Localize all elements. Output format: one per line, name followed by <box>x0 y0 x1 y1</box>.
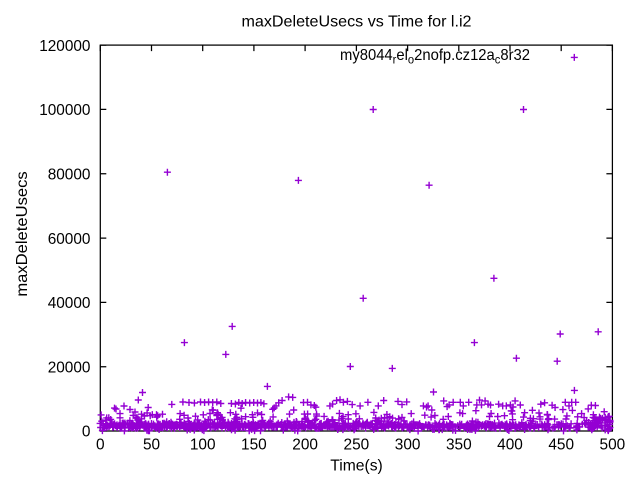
svg-text:100: 100 <box>190 437 216 454</box>
svg-text:400: 400 <box>497 437 523 454</box>
svg-text:maxDeleteUsecs vs Time for l.i: maxDeleteUsecs vs Time for l.i2 <box>242 13 472 30</box>
svg-text:500: 500 <box>600 437 626 454</box>
svg-text:40000: 40000 <box>48 295 91 312</box>
svg-text:300: 300 <box>395 437 421 454</box>
svg-text:Time(s): Time(s) <box>330 457 383 474</box>
svg-text:450: 450 <box>548 437 574 454</box>
svg-text:80000: 80000 <box>48 166 91 183</box>
svg-text:60000: 60000 <box>48 231 91 248</box>
svg-text:my8044relo2nofp.cz12ac8r32: my8044relo2nofp.cz12ac8r32 <box>340 47 530 67</box>
svg-text:50: 50 <box>143 437 160 454</box>
svg-text:250: 250 <box>344 437 370 454</box>
svg-text:0: 0 <box>96 437 105 454</box>
svg-text:150: 150 <box>241 437 267 454</box>
svg-text:0: 0 <box>82 424 91 441</box>
svg-text:120000: 120000 <box>39 38 90 55</box>
svg-text:100000: 100000 <box>39 102 90 119</box>
svg-text:maxDeleteUsecs: maxDeleteUsecs <box>14 171 31 296</box>
svg-text:200: 200 <box>292 437 318 454</box>
svg-text:350: 350 <box>446 437 472 454</box>
svg-text:20000: 20000 <box>48 359 91 376</box>
